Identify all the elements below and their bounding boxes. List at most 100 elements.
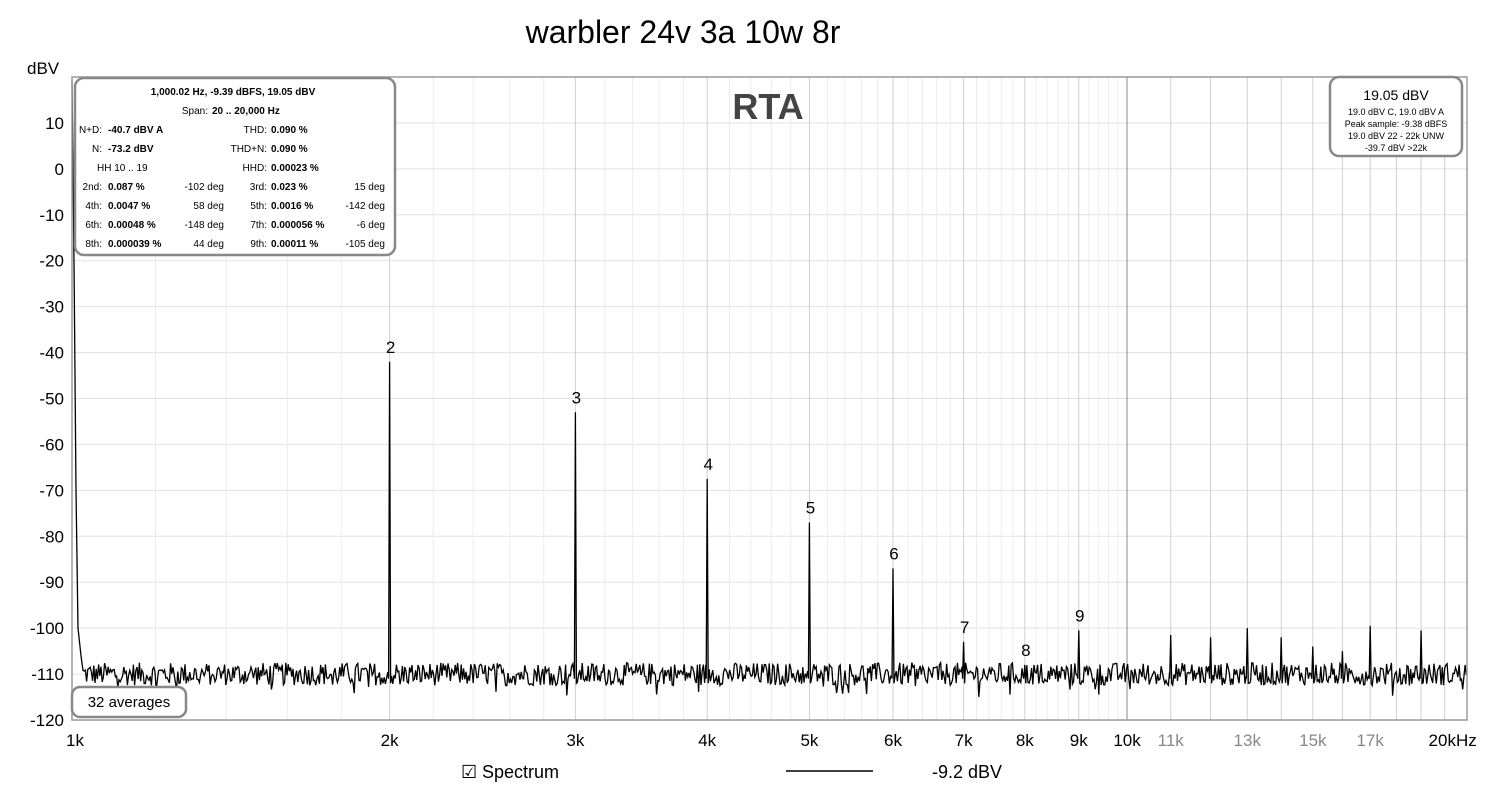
x-tick-label: 2k: [381, 731, 399, 750]
x-tick-label: 11k: [1158, 731, 1185, 750]
stats-cell: 0.090 %: [271, 144, 308, 155]
x-tick-label: 9k: [1070, 731, 1088, 750]
stats-cell: 3rd:: [250, 182, 267, 193]
peak-line-1: 19.0 dBV C, 19.0 dBV A: [1348, 107, 1444, 117]
stats-cell: -73.2 dBV: [108, 144, 154, 155]
y-tick-label: -70: [39, 481, 64, 500]
spectrum-series: [71, 81, 1467, 697]
y-axis-label: dBV: [27, 59, 60, 78]
stats-box: [73, 76, 397, 257]
peak-box: [1328, 75, 1464, 158]
stats-cell: -105 deg: [346, 239, 385, 250]
legend-checkbox[interactable]: ☑: [461, 762, 477, 782]
stats-cell: 4th:: [85, 201, 102, 212]
stats-cell: -6 deg: [357, 220, 385, 231]
stats-cell: -40.7 dBV A: [108, 125, 163, 136]
stats-cell: 6th:: [85, 220, 102, 231]
stats-cell: -102 deg: [185, 182, 224, 193]
stats-panel[interactable]: 1,000.02 Hz, -9.39 dBFS, 19.05 dBV Span:…: [73, 76, 397, 257]
stats-cell: THD+N:: [231, 144, 267, 155]
stats-cell: 9th:: [250, 239, 267, 250]
stats-cell: THD:: [244, 125, 267, 136]
y-tick-label: 0: [55, 160, 64, 179]
x-tick-label: 4k: [698, 731, 716, 750]
chart-title: warbler 24v 3a 10w 8r: [525, 14, 841, 50]
stats-cell: HHD:: [243, 163, 267, 174]
x-tick-label: 8k: [1016, 731, 1034, 750]
stats-cell: 0.000039 %: [108, 239, 161, 250]
stats-cell: 0.00023 %: [271, 163, 319, 174]
y-tick-label: -100: [30, 619, 64, 638]
stats-cell: 0.00011 %: [271, 239, 318, 250]
stats-cell: 58 deg: [193, 201, 224, 212]
stats-span-value: 20 .. 20,000 Hz: [212, 106, 280, 117]
harmonic-label: 8: [1021, 641, 1030, 660]
peak-line-4: -39.7 dBV >22k: [1365, 143, 1428, 153]
peak-main-value: 19.05 dBV: [1363, 87, 1429, 103]
rta-watermark: RTA: [732, 86, 803, 127]
legend-series-value: -9.2 dBV: [932, 762, 1002, 782]
stats-cell: 44 deg: [193, 239, 224, 250]
stats-cell: 2nd:: [83, 182, 102, 193]
stats-cell: 0.000056 %: [271, 220, 324, 231]
stats-cell: -148 deg: [185, 220, 224, 231]
stats-cell: 0.087 %: [108, 182, 145, 193]
stats-cell: HH 10 .. 19: [97, 163, 148, 174]
y-tick-label: -60: [39, 435, 64, 454]
averages-label: 32 averages: [88, 694, 171, 711]
harmonic-label: 9: [1075, 606, 1084, 625]
x-tick-label: 7k: [955, 731, 973, 750]
peak-line-2: Peak sample: -9.38 dBFS: [1345, 119, 1448, 129]
y-tick-label: 10: [45, 114, 64, 133]
harmonic-labels: 2 3 4 5 6 7 8 9: [386, 338, 1085, 660]
peak-line-3: 19.0 dBV 22 - 22k UNW: [1348, 131, 1445, 141]
y-tick-label: -20: [39, 252, 64, 271]
y-tick-label: -80: [39, 527, 64, 546]
stats-cell: 0.090 %: [271, 125, 308, 136]
averages-panel[interactable]: 32 averages: [70, 685, 188, 719]
stats-fundamental-line: 1,000.02 Hz, -9.39 dBFS, 19.05 dBV: [151, 87, 316, 98]
peak-panel[interactable]: 19.05 dBV 19.0 dBV C, 19.0 dBV A Peak sa…: [1328, 75, 1464, 158]
x-tick-label: 6k: [884, 731, 902, 750]
y-axis-ticks: 10 0 -10 -20 -30 -40 -50 -60 -70 -80 -90 -100 -110 -1…: [30, 114, 64, 730]
averages-box: [70, 685, 188, 719]
x-tick-label: 3k: [566, 731, 584, 750]
x-tick-label: 13k: [1234, 731, 1262, 750]
harmonic-label: 7: [960, 618, 969, 637]
spectrum-line: [71, 81, 1467, 697]
stats-cell: -142 deg: [346, 201, 385, 212]
y-tick-label: -120: [30, 711, 64, 730]
y-tick-label: -30: [39, 298, 64, 317]
x-tick-label: 20kHz: [1429, 731, 1477, 750]
x-tick-label: 17k: [1356, 731, 1384, 750]
stats-cell: 0.0016 %: [271, 201, 313, 212]
y-tick-label: -40: [39, 344, 64, 363]
x-tick-label: 1k: [66, 731, 84, 750]
y-tick-label: -10: [39, 206, 64, 225]
stats-cell: 0.00048 %: [108, 220, 156, 231]
legend-series-name: Spectrum: [482, 762, 559, 782]
stats-cell: 0.0047 %: [108, 201, 150, 212]
legend: ☑ Spectrum -9.2 dBV: [461, 762, 1002, 782]
stats-cell: N:: [92, 144, 102, 155]
stats-cell: 5th:: [250, 201, 267, 212]
harmonic-label: 2: [386, 338, 395, 357]
x-tick-label: 15k: [1299, 731, 1327, 750]
stats-cell: N+D:: [79, 125, 102, 136]
plot-frame: [71, 76, 1468, 721]
harmonic-label: 3: [572, 388, 581, 407]
stats-cell: 8th:: [85, 239, 102, 250]
stats-cell: 0.023 %: [271, 182, 308, 193]
harmonic-label: 4: [703, 455, 712, 474]
y-tick-label: -50: [39, 390, 64, 409]
y-tick-label: -90: [39, 573, 64, 592]
harmonic-label: 5: [806, 499, 815, 518]
stats-rows: N+D: -40.7 dBV A THD: 0.090 % N: -73.2 dBV THD…: [79, 125, 385, 250]
harmonic-label: 6: [889, 544, 898, 563]
stats-span-label: Span:: [182, 106, 208, 117]
x-axis-ticks: 1k 2k 3k 4k 5k 6k 7k 8k 9k 10k 11k 13k 15k 17k 20kHz: [66, 731, 1477, 750]
x-tick-label: 5k: [800, 731, 818, 750]
y-tick-label: -110: [31, 665, 64, 684]
stats-cell: 7th:: [250, 220, 267, 231]
